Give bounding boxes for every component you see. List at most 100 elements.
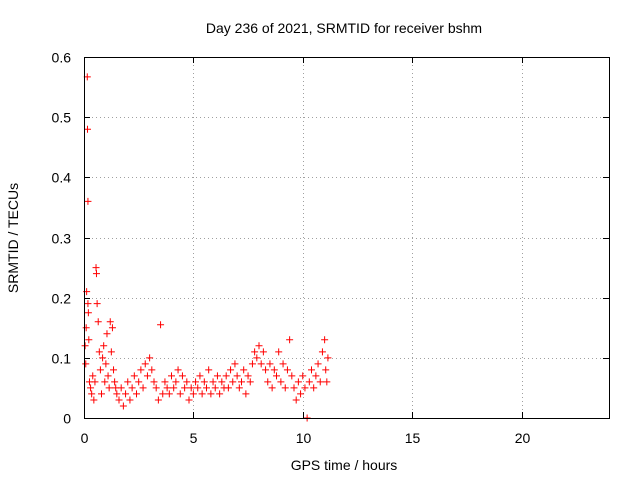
- data-point: [292, 396, 300, 404]
- data-point: [152, 384, 160, 392]
- data-point: [111, 378, 119, 386]
- data-point: [113, 390, 121, 398]
- data-point: [224, 384, 232, 392]
- data-point: [283, 366, 291, 374]
- data-point: [178, 372, 186, 380]
- x-tick-label: 0: [81, 430, 89, 446]
- data-point: [95, 348, 103, 356]
- data-point: [163, 384, 171, 392]
- x-tick-label: 20: [515, 430, 531, 446]
- data-point: [183, 378, 191, 386]
- plot-frame: [84, 57, 610, 419]
- data-point: [122, 390, 130, 398]
- data-point: [150, 378, 158, 386]
- y-tick-label: 0.2: [52, 291, 72, 307]
- data-point: [108, 324, 116, 332]
- data-point: [159, 390, 167, 398]
- data-point: [133, 390, 140, 398]
- data-point: [231, 360, 239, 368]
- data-point: [103, 330, 111, 338]
- data-point: [251, 348, 259, 356]
- data-point: [85, 336, 93, 344]
- data-point: [172, 378, 180, 386]
- data-point: [105, 384, 113, 392]
- data-point: [288, 372, 296, 380]
- data-point: [174, 366, 182, 374]
- data-point: [106, 318, 114, 326]
- data-point: [115, 396, 123, 404]
- data-point: [281, 384, 289, 392]
- y-tick-label: 0.6: [52, 50, 72, 66]
- data-point: [196, 372, 204, 380]
- data-point: [90, 396, 98, 404]
- data-point: [168, 372, 175, 380]
- y-tick-label: 0.5: [52, 110, 72, 126]
- data-point: [102, 360, 110, 368]
- data-point: [297, 390, 305, 398]
- data-point: [82, 324, 90, 332]
- data-point: [305, 378, 313, 386]
- data-points: [81, 73, 332, 422]
- y-tick-label: 0.1: [52, 351, 72, 367]
- data-point: [222, 372, 230, 380]
- data-point: [205, 366, 213, 374]
- data-point: [268, 384, 276, 392]
- data-point: [101, 378, 109, 386]
- data-point: [87, 384, 95, 392]
- data-point: [244, 372, 252, 380]
- data-point: [91, 378, 99, 386]
- y-axis-label: SRMTID / TECUs: [5, 183, 21, 293]
- data-point: [88, 390, 96, 398]
- data-point: [128, 384, 136, 392]
- data-point: [93, 300, 101, 308]
- y-tick-label: 0.4: [52, 170, 72, 186]
- data-point: [253, 354, 261, 362]
- data-point: [148, 366, 156, 374]
- data-point: [194, 384, 202, 392]
- data-point: [286, 336, 294, 344]
- data-point: [165, 390, 173, 398]
- data-point: [316, 378, 324, 386]
- axis-ticks: 0 5 10 15 20 0 0.1 0.2 0.3 0.4 0.5 0.6: [52, 50, 609, 446]
- data-point: [257, 360, 265, 368]
- data-point: [192, 378, 200, 386]
- data-point: [277, 378, 285, 386]
- x-axis-label: GPS time / hours: [291, 457, 398, 473]
- data-point: [107, 348, 115, 356]
- data-point: [198, 390, 206, 398]
- data-point: [229, 378, 237, 386]
- data-point: [227, 366, 235, 374]
- data-point: [266, 360, 274, 368]
- data-point: [279, 360, 287, 368]
- data-point: [99, 354, 107, 362]
- data-point: [248, 360, 256, 368]
- data-point: [323, 378, 331, 386]
- data-point: [240, 366, 248, 374]
- data-point: [314, 360, 322, 368]
- data-point: [96, 366, 104, 374]
- chart-title: Day 236 of 2021, SRMTID for receiver bsh…: [206, 20, 482, 36]
- data-point: [308, 366, 315, 374]
- data-point: [110, 366, 118, 374]
- data-point: [84, 125, 91, 133]
- data-point: [312, 372, 320, 380]
- data-point: [273, 372, 280, 380]
- data-point: [139, 384, 147, 392]
- data-point: [246, 378, 254, 386]
- data-point: [89, 372, 97, 380]
- data-point: [92, 270, 100, 278]
- data-point: [81, 342, 89, 350]
- data-point: [130, 372, 138, 380]
- data-point: [117, 384, 125, 392]
- data-point: [233, 372, 241, 380]
- data-point: [262, 366, 270, 374]
- grid: [84, 57, 609, 418]
- data-point: [310, 384, 318, 392]
- data-point: [318, 348, 326, 356]
- data-point: [301, 384, 309, 392]
- data-point: [157, 321, 165, 329]
- data-point: [290, 384, 298, 392]
- x-tick-label: 10: [296, 430, 312, 446]
- data-point: [235, 384, 243, 392]
